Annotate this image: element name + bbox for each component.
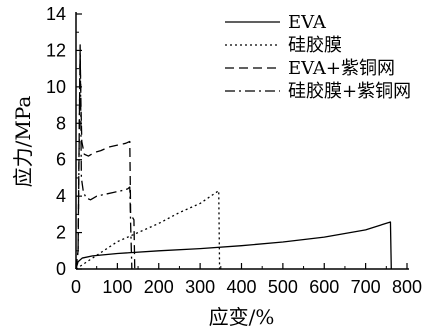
x-tick-label: 600	[309, 277, 339, 297]
x-tick-label: 700	[351, 277, 381, 297]
legend-label-1: EVA	[288, 12, 327, 33]
series-line-2	[75, 190, 221, 270]
y-tick-label: 10	[46, 77, 66, 97]
series-layer	[75, 44, 392, 270]
axes: 0 2 4 6 8 10 12 14 0 100 200 300 400 500 600 700 800	[46, 4, 422, 297]
y-tick-label: 14	[46, 4, 66, 24]
y-tick-label: 0	[56, 259, 66, 279]
legend-label-2: 硅胶膜	[288, 35, 342, 56]
legend-label-4: 硅胶膜+紫铜网	[288, 81, 411, 102]
x-tick-label: 100	[102, 277, 132, 297]
y-tick-label: 12	[46, 40, 66, 60]
y-tick-label: 8	[56, 113, 66, 133]
series-line-4	[75, 44, 133, 270]
x-axis-label: 应变/%	[209, 305, 275, 329]
x-tick-label: 300	[185, 277, 215, 297]
x-tick-label: 500	[268, 277, 298, 297]
y-tick-label: 2	[56, 223, 66, 243]
x-tick-label: 400	[226, 277, 256, 297]
legend-label-3: EVA+紫铜网	[288, 58, 395, 79]
series-line-1	[75, 221, 392, 270]
y-tick-label: 4	[56, 186, 66, 206]
x-tick-label: 800	[392, 277, 422, 297]
y-tick-label: 6	[56, 150, 66, 170]
x-tick-label: 200	[144, 277, 174, 297]
x-tick-label: 0	[71, 277, 81, 297]
y-axis-label: 应力/MPa	[11, 96, 35, 188]
series-line-3	[75, 49, 136, 270]
